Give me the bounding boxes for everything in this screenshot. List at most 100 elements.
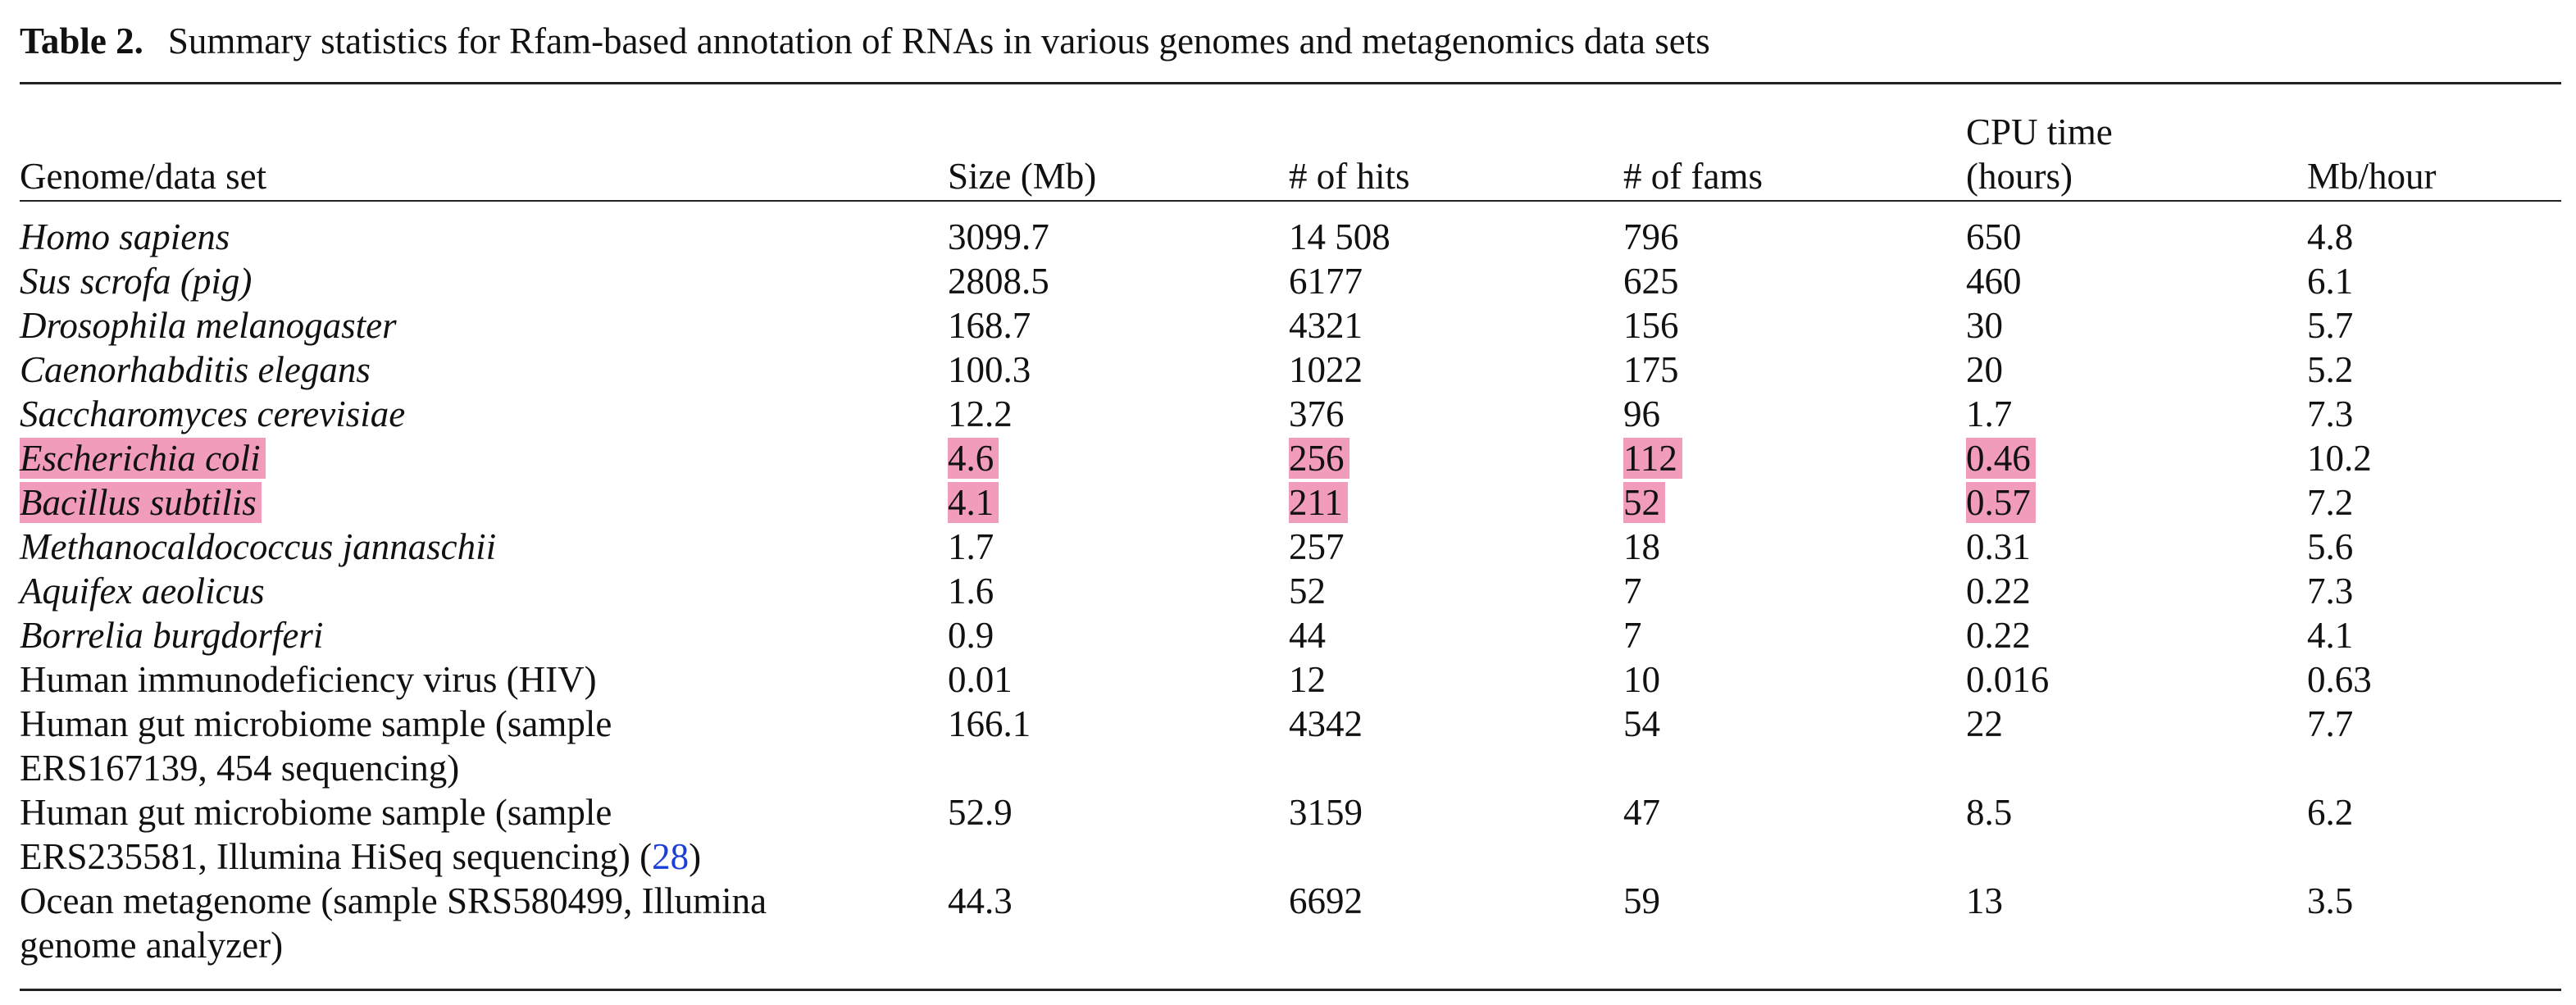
fams-cell: 10 bbox=[1623, 659, 1660, 700]
size-cell: 168.7 bbox=[948, 305, 1031, 346]
header-cpu-time: CPU time (hours) bbox=[1966, 93, 2307, 205]
mbh-cell: 7.7 bbox=[2307, 703, 2354, 744]
size-cell: 52.9 bbox=[948, 792, 1013, 833]
mbh-cell: 5.7 bbox=[2307, 305, 2354, 346]
header-fams: # of fams bbox=[1623, 156, 1763, 197]
fams-cell: 112 bbox=[1623, 436, 1966, 480]
fams-cell: 175 bbox=[1623, 349, 1679, 390]
hits-cell: 211 bbox=[1289, 480, 1623, 525]
cpu-cell: 0.46 bbox=[1966, 436, 2307, 480]
mbh-cell: 5.2 bbox=[2307, 349, 2354, 390]
hits-cell: 256 bbox=[1289, 436, 1623, 480]
genome-name-cell: Bacillus subtilis bbox=[20, 480, 948, 525]
hits-cell: 12 bbox=[1289, 659, 1326, 700]
size-cell: 100.3 bbox=[948, 349, 1031, 390]
fams-cell: 7 bbox=[1623, 615, 1642, 656]
cpu-cell: 30 bbox=[1966, 305, 2003, 346]
fams-cell: 7 bbox=[1623, 571, 1642, 612]
genome-name: Saccharomyces cerevisiae bbox=[20, 393, 406, 434]
mbh-cell: 5.6 bbox=[2307, 526, 2354, 567]
fams-cell: 96 bbox=[1623, 393, 1660, 434]
caption-text: Summary statistics for Rfam-based annota… bbox=[167, 20, 1710, 61]
table-caption: Table 2. Summary statistics for Rfam-base… bbox=[20, 11, 2561, 70]
table-row: Caenorhabditis elegans 100.3 1022 175 20… bbox=[20, 348, 2561, 392]
table-row: Saccharomyces cerevisiae 12.2 376 96 1.7… bbox=[20, 392, 2561, 436]
hits-cell: 4321 bbox=[1289, 305, 1363, 346]
size-cell: 44.3 bbox=[948, 880, 1013, 921]
genome-name: Human gut microbiome sample (sample ERS16… bbox=[20, 702, 948, 790]
hits-cell: 44 bbox=[1289, 615, 1326, 656]
table-row: Ocean metagenome (sample SRS580499, Illu… bbox=[20, 879, 2561, 967]
highlighted-genome-name: Bacillus subtilis bbox=[20, 482, 262, 523]
reference-link[interactable]: 28 bbox=[652, 836, 690, 877]
table-row: Drosophila melanogaster 168.7 4321 156 3… bbox=[20, 303, 2561, 348]
size-cell: 12.2 bbox=[948, 393, 1013, 434]
size-cell: 4.6 bbox=[948, 436, 1289, 480]
highlighted-genome-name: Escherichia coli bbox=[20, 438, 266, 479]
mbh-cell: 3.5 bbox=[2307, 880, 2354, 921]
mbh-cell: 4.1 bbox=[2307, 615, 2354, 656]
hits-cell: 6177 bbox=[1289, 261, 1363, 302]
genome-name-line1: Human gut microbiome sample (sample bbox=[20, 703, 612, 744]
fams-cell: 54 bbox=[1623, 703, 1660, 744]
size-cell: 2808.5 bbox=[948, 261, 1049, 302]
mbh-cell: 6.1 bbox=[2307, 261, 2354, 302]
hits-cell: 257 bbox=[1289, 526, 1345, 567]
cpu-cell: 0.22 bbox=[1966, 571, 2031, 612]
table-row-highlighted: Escherichia coli 4.6 256 112 0.46 10.2 bbox=[20, 436, 2561, 480]
size-cell: 4.1 bbox=[948, 480, 1289, 525]
highlighted-fams: 52 bbox=[1623, 482, 1665, 523]
table-row: Human immunodeficiency virus (HIV) 0.01 … bbox=[20, 657, 2561, 702]
genome-name: Aquifex aeolicus bbox=[20, 571, 265, 612]
highlighted-hits: 211 bbox=[1289, 482, 1348, 523]
header-mb-per-hour: Mb/hour bbox=[2307, 156, 2437, 197]
size-cell: 1.7 bbox=[948, 526, 994, 567]
fams-cell: 59 bbox=[1623, 880, 1660, 921]
size-cell: 0.9 bbox=[948, 615, 994, 656]
fams-cell: 18 bbox=[1623, 526, 1660, 567]
genome-name-line1: Ocean metagenome (sample SRS580499, Illu… bbox=[20, 880, 767, 921]
cpu-cell: 13 bbox=[1966, 880, 2003, 921]
genome-name-suffix: ) bbox=[689, 836, 702, 877]
hits-cell: 6692 bbox=[1289, 880, 1363, 921]
genome-name-line2: genome analyzer) bbox=[20, 925, 284, 966]
fams-cell: 52 bbox=[1623, 480, 1966, 525]
size-cell: 1.6 bbox=[948, 571, 994, 612]
genome-name: Borrelia burgdorferi bbox=[20, 615, 324, 656]
cpu-cell: 8.5 bbox=[1966, 792, 2013, 833]
cpu-cell: 20 bbox=[1966, 349, 2003, 390]
hits-cell: 52 bbox=[1289, 571, 1326, 612]
cpu-cell: 0.57 bbox=[1966, 480, 2307, 525]
genome-name: Caenorhabditis elegans bbox=[20, 349, 371, 390]
cpu-cell: 22 bbox=[1966, 703, 2003, 744]
genome-name-cell: Escherichia coli bbox=[20, 436, 948, 480]
header-row: Genome/data set Size (Mb) # of hits # of… bbox=[20, 93, 2561, 205]
fams-cell: 47 bbox=[1623, 792, 1660, 833]
highlighted-cpu: 0.57 bbox=[1966, 482, 2036, 523]
mbh-cell: 10.2 bbox=[2307, 438, 2372, 479]
fams-cell: 796 bbox=[1623, 216, 1679, 257]
table-row: Homo sapiens 3099.7 14 508 796 650 4.8 bbox=[20, 205, 2561, 259]
mbh-cell: 7.2 bbox=[2307, 482, 2354, 523]
table-row-highlighted: Bacillus subtilis 4.1 211 52 0.57 7.2 bbox=[20, 480, 2561, 525]
genome-name: Human gut microbiome sample (sample ERS23… bbox=[20, 790, 948, 879]
genome-name: Methanocaldococcus jannaschii bbox=[20, 526, 497, 567]
table-row: Human gut microbiome sample (sample ERS16… bbox=[20, 702, 2561, 790]
mbh-cell: 6.2 bbox=[2307, 792, 2354, 833]
fams-cell: 156 bbox=[1623, 305, 1679, 346]
mbh-cell: 7.3 bbox=[2307, 393, 2354, 434]
hits-cell: 3159 bbox=[1289, 792, 1363, 833]
table-row: Borrelia burgdorferi 0.9 44 7 0.22 4.1 bbox=[20, 613, 2561, 657]
hits-cell: 14 508 bbox=[1289, 216, 1390, 257]
genome-name: Human immunodeficiency virus (HIV) bbox=[20, 659, 597, 700]
highlighted-cpu: 0.46 bbox=[1966, 438, 2036, 479]
genome-name: Ocean metagenome (sample SRS580499, Illu… bbox=[20, 879, 948, 967]
highlighted-hits: 256 bbox=[1289, 438, 1349, 479]
mbh-cell: 7.3 bbox=[2307, 571, 2354, 612]
header-cpu-line2: (hours) bbox=[1966, 156, 2073, 197]
genome-name-line2: ERS235581, Illumina HiSeq sequencing) ( bbox=[20, 836, 653, 877]
cpu-cell: 650 bbox=[1966, 216, 2022, 257]
genome-name: Sus scrofa (pig) bbox=[20, 261, 253, 302]
cpu-cell: 0.31 bbox=[1966, 526, 2031, 567]
header-cpu-line1: CPU time bbox=[1966, 111, 2113, 152]
